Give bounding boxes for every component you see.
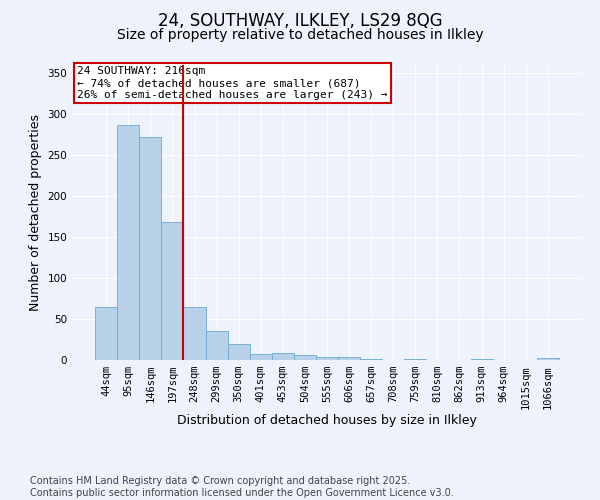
Bar: [95, 306, 117, 360]
Bar: [338, 356, 360, 360]
Bar: [294, 355, 316, 360]
Bar: [272, 352, 294, 360]
Text: Contains HM Land Registry data © Crown copyright and database right 2025.
Contai: Contains HM Land Registry data © Crown c…: [30, 476, 454, 498]
Bar: [227, 344, 250, 360]
Bar: [360, 359, 382, 360]
Bar: [316, 356, 338, 360]
Bar: [206, 332, 227, 360]
Bar: [404, 359, 427, 360]
Text: 24 SOUTHWAY: 216sqm
← 74% of detached houses are smaller (687)
26% of semi-detac: 24 SOUTHWAY: 216sqm ← 74% of detached ho…: [77, 66, 388, 100]
Bar: [139, 137, 161, 360]
Bar: [470, 359, 493, 360]
Text: 24, SOUTHWAY, ILKLEY, LS29 8QG: 24, SOUTHWAY, ILKLEY, LS29 8QG: [158, 12, 442, 30]
Bar: [250, 354, 272, 360]
Bar: [537, 358, 559, 360]
Y-axis label: Number of detached properties: Number of detached properties: [29, 114, 42, 311]
Bar: [184, 306, 206, 360]
Bar: [161, 222, 184, 360]
Text: Size of property relative to detached houses in Ilkley: Size of property relative to detached ho…: [116, 28, 484, 42]
X-axis label: Distribution of detached houses by size in Ilkley: Distribution of detached houses by size …: [177, 414, 477, 427]
Bar: [117, 125, 139, 360]
